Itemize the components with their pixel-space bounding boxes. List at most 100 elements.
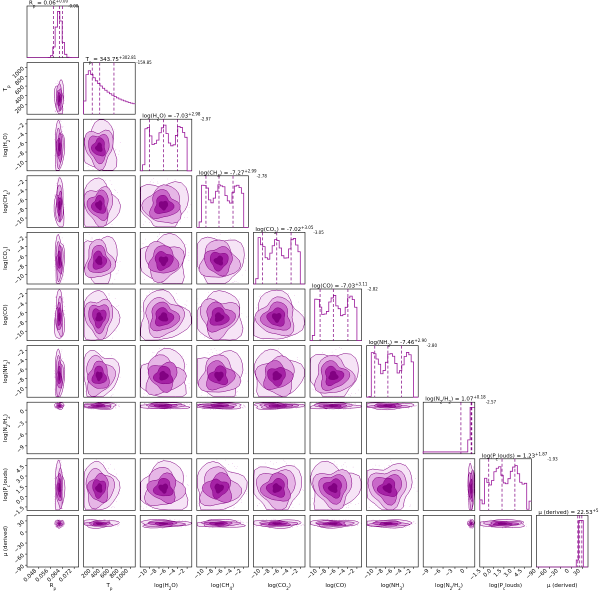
x-tick-9-2: −30 [547,568,560,581]
x-tick-8-4: 4.5 [514,568,525,579]
x-label-9: μ (derived) [547,583,577,589]
y-tick-2-0: −10 [13,160,26,173]
density-panel-2-9 [139,515,193,568]
density-panel-1-5 [83,288,136,341]
hist-panel-9 [536,515,589,568]
density-panel-3-7 [196,401,249,455]
density-panel-7-9 [422,515,476,568]
y-tick-6-1: −8 [16,377,26,387]
y-tick-2-1: −8 [16,150,26,160]
x-tick-4-1: −8 [262,568,272,578]
density-panel-2-4 [139,232,193,285]
y-tick-9-4: 30 [17,519,27,529]
density-panel-6-9 [366,515,419,568]
x-label-5: log(CO) [325,583,346,589]
x-tick-7-1: −6 [432,568,442,578]
y-tick-4-2: −6 [16,254,26,264]
hist-line-6 [366,352,419,398]
y-tick-4-1: −8 [16,264,26,274]
density-panel-4-9 [253,515,306,568]
x-tick-2-3: −4 [167,568,177,578]
x-tick-3-1: −8 [205,568,215,578]
y-tick-3-3: −4 [16,188,26,198]
y-label-2: log(H2O) [3,133,11,157]
y-tick-3-1: −8 [16,207,26,217]
y-tick-2-3: −4 [16,132,26,142]
density-panel-0-8 [26,458,79,511]
x-tick-9-4: 30 [573,568,583,578]
density-panel-1-7 [83,401,136,455]
x-tick-5-4: −2 [346,568,356,578]
x-tick-9-0: −90 [525,568,538,581]
density-panel-4-5 [253,288,306,341]
density-panel-0-5 [26,288,79,341]
y-tick-3-4: −2 [16,179,26,189]
x-tick-6-4: −2 [403,568,413,578]
x-tick-4-2: −6 [271,568,281,578]
y-label-4: log(CO2) [3,246,11,269]
param-title-3: log(CH4) = -7.27+2.99-2.78 [199,168,268,178]
x-tick-0-3: 0.072 [58,568,73,583]
density-panel-8-9 [479,515,532,568]
y-tick-9-2: −30 [13,541,26,554]
y-tick-7-1: −6 [16,432,26,442]
x-tick-6-2: −6 [384,568,394,578]
density-panel-3-8 [196,458,249,511]
density-panel-6-8 [366,458,419,511]
density-panel-5-8 [309,458,362,511]
x-tick-6-1: −8 [375,568,385,578]
x-tick-5-2: −6 [328,568,338,578]
param-title-0: Rp = 0.06+0.00-0.00 [29,0,79,8]
x-tick-4-4: −2 [290,568,300,578]
y-tick-3-0: −10 [13,216,26,229]
hist-line-2 [139,124,192,172]
y-label-3: log(CH4) [3,190,11,213]
x-tick-9-3: 0 [564,568,571,575]
x-label-8: log(Pclouds) [489,583,522,591]
y-tick-7-3: 0 [19,408,26,415]
y-label-9: μ (derived) [3,526,9,556]
y-label-7: log(N2/H2) [3,414,11,442]
y-tick-2-2: −6 [16,141,26,151]
hist-line-8 [479,465,532,511]
y-tick-9-3: 0 [19,530,26,537]
y-tick-3-2: −6 [16,198,26,208]
x-label-6: log(NH3) [381,583,404,591]
hist-panel-1 [83,62,136,115]
y-tick-5-1: −8 [16,320,26,330]
x-label-2: log(H2O) [154,583,178,591]
y-tick-7-0: −9 [16,444,26,454]
x-tick-5-3: −4 [337,568,347,578]
param-title-1: Tp = 343.75+302.81-159.85 [85,55,153,65]
y-tick-1-1: 400 [14,94,26,106]
y-tick-6-2: −6 [16,367,26,377]
param-title-8: log(Pclouds) = 1.23+1.87-1.93 [482,451,558,461]
density-panel-1-3 [83,175,136,228]
hist-panel-0 [26,5,79,58]
y-tick-1-2: 600 [14,84,26,96]
hist-panel-5 [309,288,362,341]
density-panel-5-6 [309,345,362,398]
y-label-5: log(CO) [3,304,9,325]
density-panel-3-9 [196,515,249,568]
density-panel-1-8 [83,458,136,511]
density-panel-0-1 [26,62,79,115]
y-tick-8-0: −1.5 [12,505,26,519]
x-tick-5-1: −8 [318,568,328,578]
x-tick-9-1: −60 [536,568,549,581]
y-tick-6-4: −2 [16,349,26,359]
x-label-3: log(CH4) [211,583,234,591]
hist-panel-7 [422,401,476,455]
hist-line-0 [27,11,79,58]
density-panel-0-6 [26,345,79,398]
density-panel-1-2 [83,118,136,172]
x-tick-2-1: −8 [148,568,158,578]
x-tick-8-2: 1.5 [493,568,504,579]
density-panel-0-9 [26,515,79,568]
param-title-6: log(NH3) = -7.46+2.90-2.80 [369,338,438,348]
y-label-8: log(Pclouds) [3,468,11,501]
density-panel-2-3 [139,175,193,228]
y-tick-5-3: −4 [16,301,26,311]
y-tick-8-4: 4.5 [15,464,26,475]
y-tick-8-3: 3.0 [15,474,26,485]
